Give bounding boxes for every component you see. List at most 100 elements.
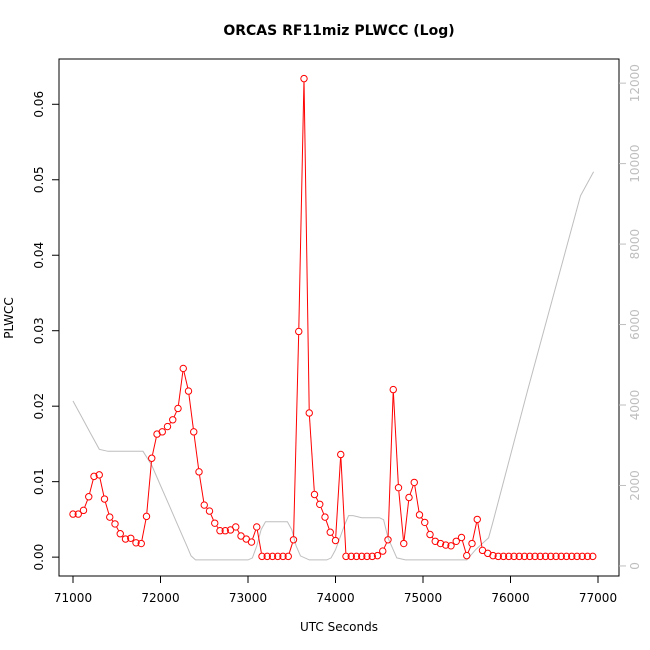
y-tick-label: 0.05 bbox=[32, 166, 46, 193]
series-segment bbox=[141, 519, 147, 541]
y2-tick-label: 2000 bbox=[628, 470, 642, 501]
series-segment bbox=[320, 507, 325, 514]
data-point bbox=[536, 552, 544, 561]
data-point bbox=[368, 552, 376, 561]
series-segment bbox=[425, 525, 430, 532]
data-point bbox=[305, 409, 313, 417]
data-point bbox=[447, 542, 455, 550]
data-point bbox=[394, 483, 403, 492]
data-point bbox=[216, 527, 224, 535]
x-tick-label: 72000 bbox=[141, 591, 179, 605]
data-point bbox=[253, 523, 261, 531]
series-segment bbox=[331, 535, 334, 538]
series-segment bbox=[116, 526, 119, 531]
series-segment bbox=[383, 542, 387, 549]
data-point bbox=[473, 515, 481, 524]
primary-series bbox=[69, 74, 597, 561]
series-segment bbox=[288, 543, 293, 554]
y-tick-label: 0.04 bbox=[32, 242, 46, 269]
secondary-series-path bbox=[72, 171, 595, 561]
data-point bbox=[195, 468, 203, 476]
x-tick-label: 76000 bbox=[491, 591, 529, 605]
series-segment bbox=[199, 475, 205, 502]
data-point bbox=[526, 552, 534, 561]
series-segment bbox=[398, 491, 404, 541]
data-point bbox=[284, 552, 292, 561]
data-point bbox=[552, 552, 560, 561]
series-segment bbox=[303, 82, 310, 410]
series-segment bbox=[414, 485, 420, 512]
data-point bbox=[400, 539, 408, 548]
data-point bbox=[232, 523, 240, 531]
series-segment bbox=[173, 411, 177, 417]
y-axis-label: PLWCC bbox=[2, 297, 16, 338]
data-point bbox=[573, 552, 581, 561]
data-point bbox=[174, 404, 182, 413]
data-point bbox=[127, 534, 135, 542]
data-point bbox=[163, 422, 172, 431]
data-point bbox=[589, 552, 597, 561]
data-point bbox=[410, 478, 418, 487]
data-point bbox=[342, 552, 350, 561]
x-axis-label: UTC Seconds bbox=[300, 620, 378, 634]
series-segment bbox=[216, 525, 219, 529]
y2-tick-label: 0 bbox=[628, 562, 642, 570]
x-tick-label: 77000 bbox=[579, 591, 617, 605]
series-segment bbox=[403, 501, 410, 541]
chart-title: ORCAS RF11miz PLWCC (Log) bbox=[223, 23, 454, 39]
series-segment bbox=[105, 502, 110, 514]
series-segment bbox=[188, 394, 194, 429]
data-point bbox=[510, 552, 518, 561]
data-point bbox=[499, 552, 508, 561]
data-point bbox=[263, 552, 271, 561]
data-point bbox=[179, 364, 187, 373]
series-segment bbox=[89, 479, 94, 494]
series-segment bbox=[462, 540, 467, 553]
data-point bbox=[137, 539, 145, 548]
data-point bbox=[515, 552, 523, 561]
data-point bbox=[310, 490, 319, 499]
data-point bbox=[583, 552, 592, 561]
data-point bbox=[316, 500, 324, 508]
data-point bbox=[295, 327, 303, 336]
data-point bbox=[415, 511, 424, 519]
data-point bbox=[358, 552, 366, 561]
y-axis: 0.00 0.01 0.02 0.03 0.04 0.05 0.06 bbox=[32, 91, 59, 571]
series-segment bbox=[111, 519, 114, 522]
data-point bbox=[69, 510, 77, 518]
series-segment bbox=[293, 335, 300, 537]
y-tick-label: 0.00 bbox=[32, 544, 46, 571]
series-segment bbox=[472, 522, 477, 541]
data-point bbox=[463, 551, 471, 560]
series-segment bbox=[177, 371, 184, 405]
x-tick-label: 74000 bbox=[316, 591, 354, 605]
y2-tick-label: 12000 bbox=[628, 64, 642, 102]
data-point bbox=[200, 501, 208, 509]
data-point bbox=[121, 535, 130, 543]
data-point bbox=[205, 507, 214, 515]
series-segment bbox=[146, 461, 152, 513]
data-point bbox=[211, 519, 219, 527]
data-point bbox=[90, 472, 98, 481]
data-point bbox=[158, 428, 166, 436]
series-segment bbox=[84, 499, 88, 508]
data-point bbox=[289, 536, 298, 544]
data-point bbox=[100, 495, 109, 503]
data-point bbox=[541, 552, 550, 561]
secondary-y-axis: 0 2000 4000 6000 8000 10000 12000 bbox=[619, 64, 642, 570]
data-point bbox=[468, 539, 476, 548]
data-point bbox=[184, 387, 193, 395]
series-segment bbox=[392, 393, 399, 485]
data-point bbox=[132, 539, 140, 547]
series-segment bbox=[409, 485, 414, 495]
series-segment bbox=[308, 416, 315, 491]
data-point bbox=[169, 416, 177, 424]
data-point bbox=[531, 552, 539, 561]
data-point bbox=[426, 530, 434, 539]
data-point bbox=[326, 528, 334, 536]
data-point bbox=[505, 552, 513, 561]
data-point bbox=[421, 518, 429, 527]
data-point bbox=[116, 530, 124, 538]
series-segment bbox=[431, 537, 434, 539]
